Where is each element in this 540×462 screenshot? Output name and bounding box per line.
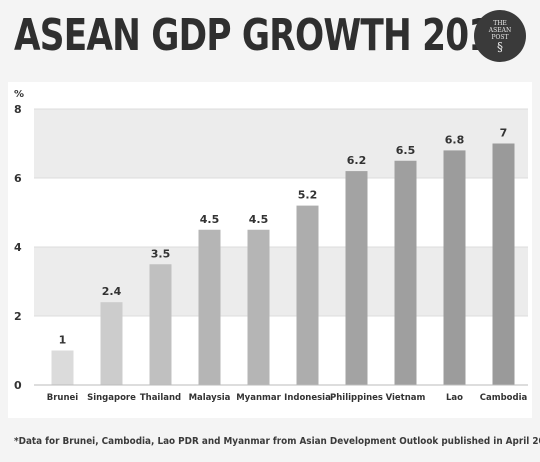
bar-value-label: 6.2: [347, 154, 367, 167]
bar-value-label: 2.4: [102, 285, 122, 298]
x-tick-label: Malaysia: [189, 393, 231, 403]
bar-indonesia: [296, 205, 319, 385]
bar-malaysia: [198, 229, 221, 385]
bar-myanmar: [247, 229, 270, 385]
y-tick-label: 4: [14, 241, 22, 254]
bar-value-label: 6.5: [396, 144, 416, 157]
footnote: *Data for Brunei, Cambodia, Lao PDR and …: [14, 436, 540, 447]
the-asean-post-logo: THE ASEAN POST §: [474, 10, 526, 62]
logo-line-3: POST: [491, 33, 509, 41]
x-tick-label: Vietnam: [386, 393, 426, 403]
bar-lao: [443, 150, 466, 385]
bar-singapore: [100, 302, 123, 385]
bar-philippines: [345, 171, 368, 385]
bar-brunei: [51, 350, 74, 385]
y-tick-label: 0: [14, 379, 22, 392]
y-tick-label: 6: [14, 172, 22, 185]
x-tick-label: Myanmar: [236, 393, 281, 403]
x-tick-label: Thailand: [140, 393, 181, 403]
y-tick-label: 2: [14, 310, 22, 323]
logo-line-2: ASEAN: [488, 26, 512, 34]
gdp-growth-bar-chart: 0 2 4 6 8% 1 Brunei 2.4 Singapore 3.5 Thailand 4.5 M…: [14, 89, 528, 403]
bar-thailand: [149, 264, 172, 385]
bar-value-label: 7: [500, 127, 508, 140]
bar-value-label: 5.2: [298, 189, 318, 202]
page-title: ASEAN GDP GROWTH 2019: [14, 10, 515, 61]
x-tick-label: Singapore: [87, 393, 136, 403]
x-tick-label: Philippines: [330, 393, 383, 403]
y-axis-label: %: [14, 89, 24, 100]
x-tick-label: Brunei: [47, 393, 79, 403]
bar-value-label: 4.5: [200, 213, 220, 226]
y-tick-label: 8: [14, 103, 22, 116]
logo-swirl-icon: §: [497, 39, 503, 54]
bar-value-label: 4.5: [249, 213, 269, 226]
bar-vietnam: [394, 160, 417, 385]
bar-value-label: 1: [59, 334, 67, 347]
bar-value-label: 6.8: [445, 133, 465, 146]
x-tick-label: Lao: [446, 393, 463, 403]
x-tick-label: Indonesia: [284, 393, 331, 403]
x-tick-label: Cambodia: [480, 393, 528, 403]
bar-value-label: 3.5: [151, 247, 171, 260]
bar-cambodia: [492, 143, 515, 385]
logo-line-1: THE: [493, 19, 507, 27]
